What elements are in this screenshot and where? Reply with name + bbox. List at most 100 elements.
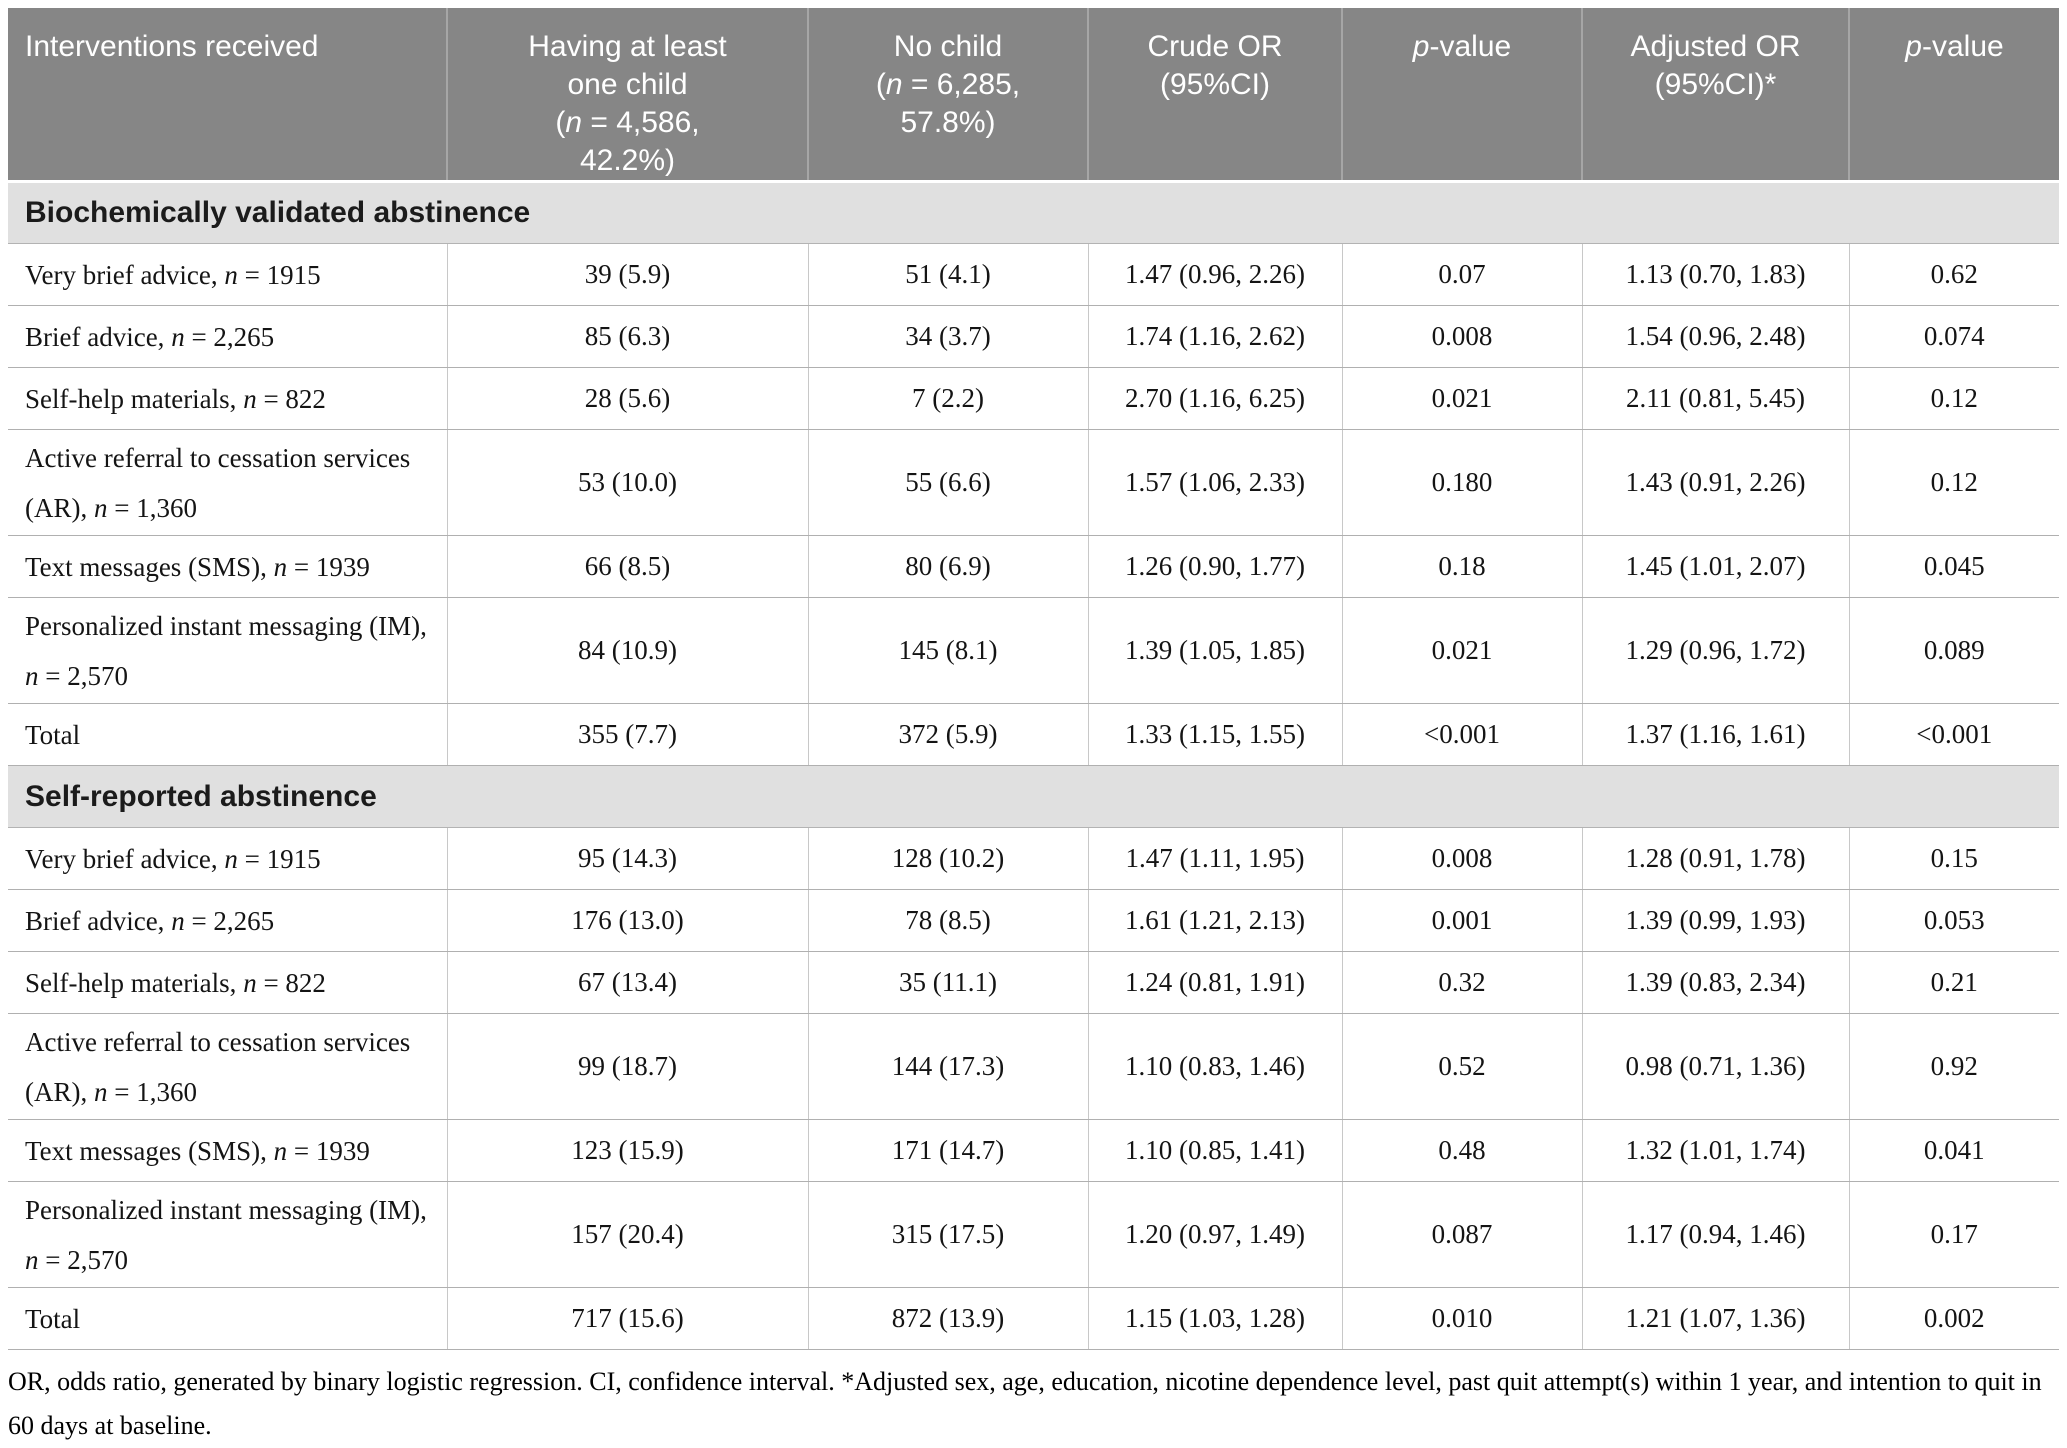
cell-crude-or: 1.20 (0.97, 1.49) (1087, 1181, 1342, 1288)
row-total-biochemical: Total 355 (7.7) 372 (5.9) 1.33 (1.15, 1.… (8, 703, 2059, 766)
cell-crude-p: 0.48 (1341, 1119, 1582, 1182)
cell-crude-or: 1.10 (0.83, 1.46) (1087, 1013, 1342, 1120)
row-text-messages: Text messages (SMS), n = 1939 66 (8.5) 8… (8, 535, 2059, 598)
row-label: Active referral to cessation services (A… (8, 1013, 447, 1120)
cell-crude-p: 0.07 (1341, 243, 1582, 306)
cell-no-child: 51 (4.1) (807, 243, 1088, 306)
row-label: Self-help materials, n = 822 (8, 367, 447, 430)
header-row: Interventions received Having at least o… (8, 8, 2059, 183)
row-self-help-materials: Self-help materials, n = 822 28 (5.6) 7 … (8, 367, 2059, 430)
cell-no-child: 35 (11.1) (807, 951, 1088, 1014)
cell-no-child: 80 (6.9) (807, 535, 1088, 598)
cell-adjusted-or: 2.11 (0.81, 5.45) (1581, 367, 1849, 430)
cell-no-child: 315 (17.5) (807, 1181, 1088, 1288)
row-label: Personalized instant messaging (IM), n =… (8, 597, 447, 704)
cell-adjusted-p: 0.002 (1848, 1287, 2059, 1350)
col-header-adjusted-or: Adjusted OR (95%CI)* (1581, 8, 1849, 183)
cell-adjusted-or: 0.98 (0.71, 1.36) (1581, 1013, 1849, 1120)
cell-adjusted-or: 1.39 (0.83, 2.34) (1581, 951, 1849, 1014)
cell-crude-or: 1.74 (1.16, 2.62) (1087, 305, 1342, 368)
cell-crude-or: 1.57 (1.06, 2.33) (1087, 429, 1342, 536)
cell-adjusted-or: 1.13 (0.70, 1.83) (1581, 243, 1849, 306)
cell-adjusted-or: 1.54 (0.96, 2.48) (1581, 305, 1849, 368)
row-brief-advice: Brief advice, n = 2,265 85 (6.3) 34 (3.7… (8, 305, 2059, 368)
cell-crude-or: 1.15 (1.03, 1.28) (1087, 1287, 1342, 1350)
row-label: Total (8, 703, 447, 766)
table-body: Biochemically validated abstinence Very … (8, 181, 2059, 1350)
cell-having-child: 717 (15.6) (446, 1287, 808, 1350)
cell-crude-or: 1.24 (0.81, 1.91) (1087, 951, 1342, 1014)
cell-crude-or: 1.10 (0.85, 1.41) (1087, 1119, 1342, 1182)
row-very-brief-advice: Very brief advice, n = 1915 39 (5.9) 51 … (8, 243, 2059, 306)
cell-crude-p: 0.008 (1341, 305, 1582, 368)
row-label: Text messages (SMS), n = 1939 (8, 535, 447, 598)
cell-having-child: 123 (15.9) (446, 1119, 808, 1182)
section-header-self-reported: Self-reported abstinence (8, 765, 2059, 828)
cell-adjusted-p: 0.12 (1848, 429, 2059, 536)
row-label: Personalized instant messaging (IM), n =… (8, 1181, 447, 1288)
section-title: Biochemically validated abstinence (8, 181, 2059, 244)
section-header-biochemical: Biochemically validated abstinence (8, 181, 2059, 244)
cell-adjusted-p: 0.17 (1848, 1181, 2059, 1288)
col-header-crude-or: Crude OR (95%CI) (1087, 8, 1342, 183)
cell-having-child: 67 (13.4) (446, 951, 808, 1014)
cell-having-child: 157 (20.4) (446, 1181, 808, 1288)
cell-adjusted-p: 0.089 (1848, 597, 2059, 704)
cell-no-child: 78 (8.5) (807, 889, 1088, 952)
table-footnote: OR, odds ratio, generated by binary logi… (8, 1367, 2042, 1440)
cell-adjusted-or: 1.43 (0.91, 2.26) (1581, 429, 1849, 536)
row-label: Very brief advice, n = 1915 (8, 243, 447, 306)
row-text-messages: Text messages (SMS), n = 1939 123 (15.9)… (8, 1119, 2059, 1182)
row-brief-advice: Brief advice, n = 2,265 176 (13.0) 78 (8… (8, 889, 2059, 952)
cell-adjusted-or: 1.21 (1.07, 1.36) (1581, 1287, 1849, 1350)
cell-adjusted-p: 0.041 (1848, 1119, 2059, 1182)
row-label: Text messages (SMS), n = 1939 (8, 1119, 447, 1182)
cell-crude-p: 0.001 (1341, 889, 1582, 952)
row-label: Total (8, 1287, 447, 1350)
cell-crude-or: 1.39 (1.05, 1.85) (1087, 597, 1342, 704)
row-label: Brief advice, n = 2,265 (8, 889, 447, 952)
cell-no-child: 872 (13.9) (807, 1287, 1088, 1350)
cell-having-child: 99 (18.7) (446, 1013, 808, 1120)
row-self-help-materials: Self-help materials, n = 822 67 (13.4) 3… (8, 951, 2059, 1014)
cell-having-child: 84 (10.9) (446, 597, 808, 704)
cell-crude-p: 0.010 (1341, 1287, 1582, 1350)
cell-crude-p: 0.087 (1341, 1181, 1582, 1288)
cell-having-child: 39 (5.9) (446, 243, 808, 306)
cell-adjusted-or: 1.32 (1.01, 1.74) (1581, 1119, 1849, 1182)
col-header-having-child: Having at least one child (n = 4,586, 42… (446, 8, 808, 183)
cell-having-child: 85 (6.3) (446, 305, 808, 368)
cell-crude-or: 2.70 (1.16, 6.25) (1087, 367, 1342, 430)
row-personalized-im: Personalized instant messaging (IM), n =… (8, 597, 2059, 704)
cell-adjusted-or: 1.17 (0.94, 1.46) (1581, 1181, 1849, 1288)
results-table: Interventions received Having at least o… (8, 8, 2059, 1350)
cell-crude-p: 0.008 (1341, 827, 1582, 890)
row-label: Self-help materials, n = 822 (8, 951, 447, 1014)
cell-adjusted-p: 0.62 (1848, 243, 2059, 306)
cell-adjusted-or: 1.37 (1.16, 1.61) (1581, 703, 1849, 766)
col-header-no-child: No child (n = 6,285, 57.8%) (807, 8, 1088, 183)
cell-adjusted-p: 0.053 (1848, 889, 2059, 952)
row-active-referral: Active referral to cessation services (A… (8, 429, 2059, 536)
cell-no-child: 372 (5.9) (807, 703, 1088, 766)
cell-crude-p: 0.32 (1341, 951, 1582, 1014)
cell-adjusted-or: 1.45 (1.01, 2.07) (1581, 535, 1849, 598)
cell-crude-or: 1.47 (1.11, 1.95) (1087, 827, 1342, 890)
cell-no-child: 144 (17.3) (807, 1013, 1088, 1120)
row-active-referral: Active referral to cessation services (A… (8, 1013, 2059, 1120)
col-header-p-value-crude: p-value (1341, 8, 1582, 183)
cell-no-child: 171 (14.7) (807, 1119, 1088, 1182)
cell-crude-p: 0.021 (1341, 367, 1582, 430)
row-label: Brief advice, n = 2,265 (8, 305, 447, 368)
cell-adjusted-or: 1.29 (0.96, 1.72) (1581, 597, 1849, 704)
cell-adjusted-or: 1.39 (0.99, 1.93) (1581, 889, 1849, 952)
cell-having-child: 28 (5.6) (446, 367, 808, 430)
cell-having-child: 95 (14.3) (446, 827, 808, 890)
row-total-self-reported: Total 717 (15.6) 872 (13.9) 1.15 (1.03, … (8, 1287, 2059, 1350)
table-header: Interventions received Having at least o… (8, 8, 2059, 183)
cell-no-child: 7 (2.2) (807, 367, 1088, 430)
row-label: Very brief advice, n = 1915 (8, 827, 447, 890)
cell-adjusted-p: 0.21 (1848, 951, 2059, 1014)
row-very-brief-advice: Very brief advice, n = 1915 95 (14.3) 12… (8, 827, 2059, 890)
